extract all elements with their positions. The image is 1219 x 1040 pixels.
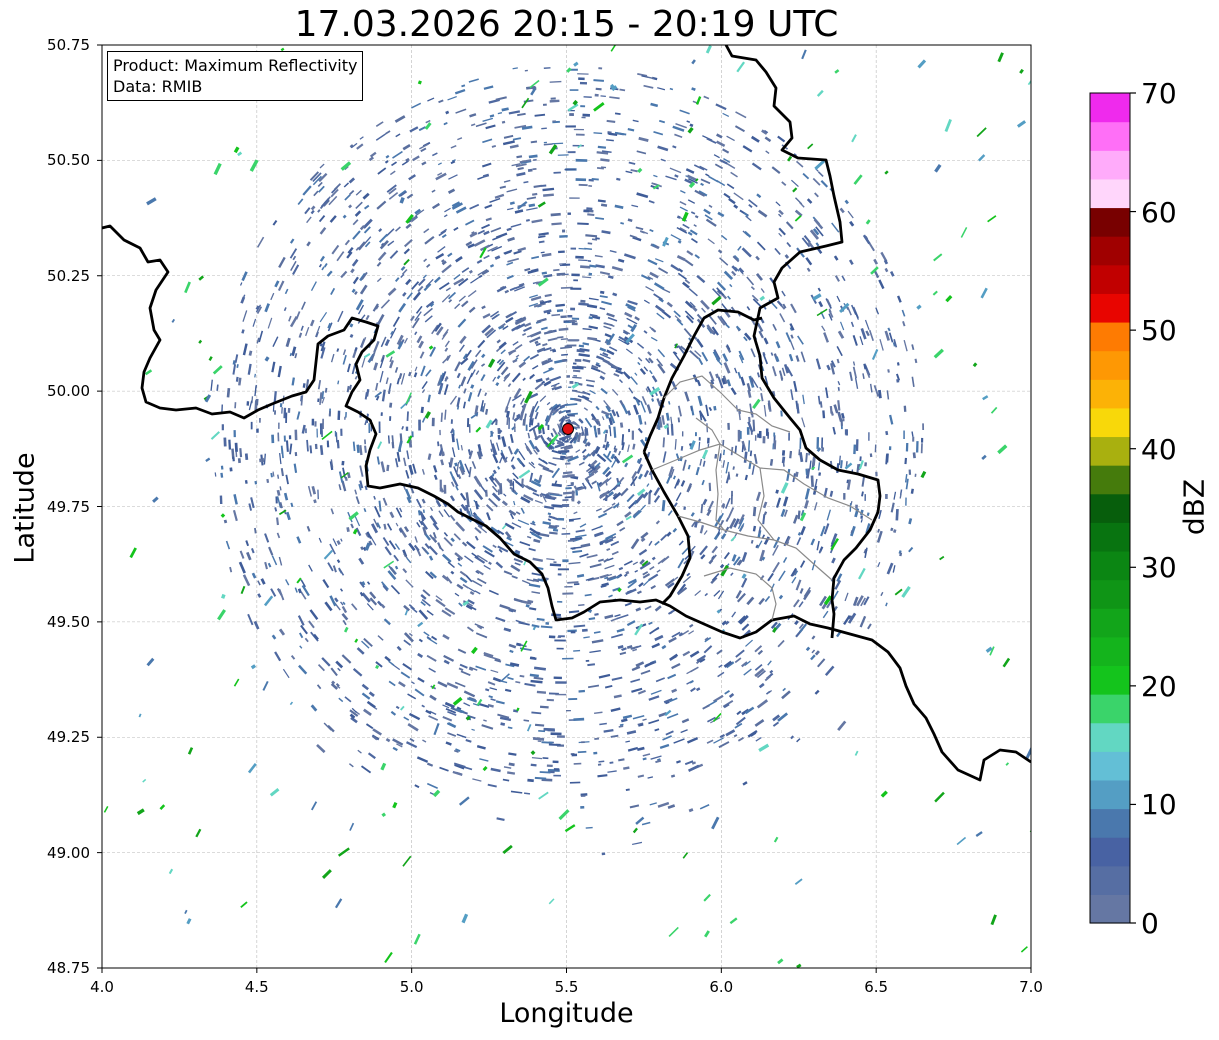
y-tick-label: 49.25 (47, 728, 90, 747)
border-luxembourg-germany (724, 45, 882, 639)
x-tick-label: 4.5 (244, 978, 269, 996)
x-tick-label: 6.0 (709, 978, 734, 996)
colorbar-tick-label: 10 (1141, 788, 1177, 822)
colorbar (1089, 92, 1136, 924)
y-tick-label: 48.75 (47, 959, 90, 977)
country-borders (102, 45, 1031, 782)
colorbar-segment (1090, 264, 1130, 294)
x-tick-label: 6.5 (864, 978, 889, 996)
reflectivity-echoes (103, 45, 1031, 968)
radar-site-marker (562, 423, 574, 435)
y-tick-label: 49.50 (47, 612, 90, 631)
x-tick-label: 7.0 (1019, 978, 1043, 996)
info-box: Product: Maximum Reflectivity Data: RMIB (107, 51, 364, 101)
colorbar-segment (1090, 379, 1130, 409)
y-tick-label: 50.25 (47, 266, 90, 285)
colorbar-tick-label: 0 (1141, 907, 1159, 940)
colorbar-segment (1090, 150, 1130, 180)
colorbar-segment (1090, 465, 1130, 495)
y-tick-label: 49.75 (47, 497, 90, 516)
colorbar-tick-label: 50 (1141, 314, 1177, 348)
border-west-france-belgium (102, 224, 1031, 782)
product-label: Product: Maximum Reflectivity (113, 56, 358, 75)
colorbar-segment (1090, 522, 1130, 552)
y-tick-label: 50.75 (47, 36, 90, 54)
colorbar-segment (1090, 121, 1130, 151)
colorbar-segment (1090, 93, 1130, 123)
y-axis-label: Latitude (9, 452, 41, 564)
colorbar-unit-label: dBZ (1177, 478, 1211, 536)
colorbar-segment (1090, 207, 1130, 237)
colorbar-segment (1090, 894, 1130, 924)
colorbar-segment (1090, 436, 1130, 466)
colorbar-segment (1090, 493, 1130, 523)
admin-boundaries (651, 375, 873, 621)
colorbar-segment (1090, 236, 1130, 266)
colorbar-segment (1090, 722, 1130, 752)
colorbar-segment (1090, 350, 1130, 380)
colorbar-frame (1089, 92, 1131, 924)
y-tick-label: 50.50 (47, 151, 90, 170)
colorbar-segment (1090, 608, 1130, 638)
colorbar-segment (1090, 321, 1130, 352)
border-luxembourg-belgium (642, 308, 763, 453)
axis-ticks (97, 44, 1032, 973)
colorbar-segment (1090, 865, 1130, 895)
colorbar-segment (1090, 178, 1130, 209)
colorbar-segment (1090, 636, 1130, 667)
colorbar-tick-label: 20 (1141, 669, 1177, 703)
border-luxembourg-south (642, 451, 692, 605)
y-tick-label: 50.00 (47, 382, 90, 401)
colorbar-segment (1090, 579, 1130, 609)
colorbar-segment (1090, 751, 1130, 781)
data-source-label: Data: RMIB (113, 77, 203, 96)
x-axis-label: Longitude (499, 998, 634, 1029)
colorbar-tick-label: 70 (1141, 77, 1177, 110)
colorbar-segment (1090, 407, 1130, 438)
colorbar-segment (1090, 694, 1130, 724)
colorbar-segment (1090, 837, 1130, 867)
colorbar-segment (1090, 779, 1130, 810)
colorbar-segment (1090, 808, 1130, 838)
x-tick-label: 4.0 (90, 978, 114, 996)
colorbar-segment (1090, 550, 1130, 581)
colorbar-tick-label: 40 (1141, 432, 1177, 466)
x-tick-label: 5.0 (399, 978, 424, 996)
colorbar-segment (1090, 665, 1130, 695)
colorbar-tick-label: 60 (1141, 195, 1177, 229)
chart-title: 17.03.2026 20:15 - 20:19 UTC (294, 4, 839, 45)
y-tick-label: 49.00 (47, 843, 90, 862)
x-tick-label: 5.5 (554, 978, 579, 996)
colorbar-tick-label: 30 (1141, 551, 1177, 585)
colorbar-segment (1090, 293, 1130, 323)
